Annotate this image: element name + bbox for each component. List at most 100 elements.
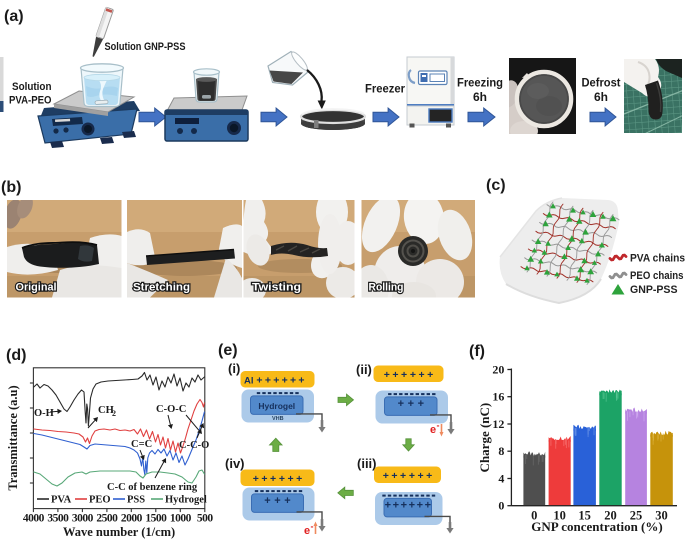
svg-text:25: 25 (630, 509, 643, 523)
svg-text:+: + (400, 470, 406, 482)
svg-text:3500: 3500 (47, 513, 69, 525)
svg-text:Al: Al (244, 376, 254, 387)
svg-text:+: + (274, 495, 280, 507)
svg-text:2000: 2000 (121, 513, 143, 525)
svg-text:+: + (419, 369, 425, 381)
svg-text:Transmittance (a.u): Transmittance (a.u) (6, 385, 20, 490)
svg-text:+: + (392, 369, 398, 381)
svg-text:+: + (385, 499, 391, 511)
svg-text:+: + (427, 369, 433, 381)
svg-text:+: + (398, 398, 404, 410)
svg-text:2500: 2500 (96, 513, 118, 525)
svg-text:Original: Original (16, 282, 57, 294)
svg-text:15: 15 (578, 509, 591, 523)
svg-text:(a): (a) (4, 8, 24, 25)
svg-text:1500: 1500 (145, 513, 167, 525)
svg-text:+: + (298, 375, 304, 387)
svg-text:12: 12 (492, 417, 504, 431)
svg-text:+: + (265, 375, 271, 387)
svg-text:GNP-PSS: GNP-PSS (630, 284, 678, 296)
svg-text:CH: CH (98, 405, 114, 416)
svg-text:+: + (284, 495, 290, 507)
svg-text:+: + (418, 398, 424, 410)
svg-text:Stretching: Stretching (133, 282, 190, 294)
svg-text:Solution: Solution (12, 81, 52, 93)
svg-text:O-H: O-H (34, 408, 54, 419)
svg-text:+: + (384, 369, 390, 381)
svg-text:-: - (437, 421, 440, 431)
svg-text:VHB: VHB (272, 416, 284, 422)
svg-text:0: 0 (531, 509, 537, 523)
svg-text:+: + (393, 499, 399, 511)
svg-text:+: + (425, 499, 431, 511)
svg-text:(iv): (iv) (225, 456, 245, 471)
svg-text:20: 20 (604, 509, 617, 523)
svg-text:GNP concentration (%): GNP concentration (%) (531, 519, 662, 534)
svg-text:4: 4 (498, 471, 504, 485)
svg-text:2: 2 (112, 409, 116, 418)
svg-text:+: + (261, 473, 267, 485)
svg-text:Freezing: Freezing (457, 76, 503, 90)
svg-text:+: + (409, 470, 415, 482)
svg-text:PVA-PEO: PVA-PEO (9, 95, 52, 107)
svg-text:10: 10 (553, 509, 566, 523)
svg-text:C-C-O: C-C-O (179, 440, 209, 451)
svg-text:+: + (401, 499, 407, 511)
svg-text:+: + (408, 398, 414, 410)
svg-text:(b): (b) (1, 179, 21, 196)
svg-text:+: + (401, 369, 407, 381)
svg-text:PVA chains: PVA chains (630, 253, 685, 265)
svg-text:Solution GNP-PSS: Solution GNP-PSS (105, 41, 186, 53)
svg-text:C=C: C=C (131, 439, 152, 450)
svg-text:PSS: PSS (127, 495, 145, 506)
svg-text:(c): (c) (486, 177, 506, 194)
svg-text:+: + (256, 375, 262, 387)
svg-text:3000: 3000 (72, 513, 94, 525)
svg-text:e: e (430, 424, 436, 436)
svg-text:+: + (264, 495, 270, 507)
svg-text:C-C of benzene ring: C-C of benzene ring (107, 482, 198, 493)
svg-text:PVA: PVA (51, 495, 72, 506)
svg-text:20: 20 (492, 363, 504, 377)
svg-text:(iii): (iii) (357, 456, 377, 471)
svg-text:Freezer: Freezer (365, 84, 406, 96)
svg-text:0: 0 (498, 499, 504, 513)
svg-text:+: + (253, 473, 259, 485)
svg-text:(f): (f) (469, 343, 485, 360)
svg-text:Rolling: Rolling (369, 282, 404, 294)
svg-text:+: + (279, 473, 285, 485)
svg-text:Defrost: Defrost (582, 76, 621, 90)
svg-text:C-O-C: C-O-C (156, 404, 186, 415)
svg-text:+: + (409, 499, 415, 511)
svg-text:6h: 6h (594, 90, 608, 104)
svg-text:+: + (383, 470, 389, 482)
svg-text:(e): (e) (218, 342, 238, 359)
svg-text:+: + (270, 473, 276, 485)
svg-text:4000: 4000 (23, 513, 45, 525)
svg-text:+: + (417, 499, 423, 511)
svg-text:+: + (410, 369, 416, 381)
svg-text:Wave number (1/cm): Wave number (1/cm) (63, 525, 175, 539)
svg-text:+: + (418, 470, 424, 482)
svg-text:Charge (nC): Charge (nC) (477, 403, 492, 473)
svg-text:(d): (d) (6, 347, 26, 364)
svg-text:(i): (i) (228, 361, 240, 376)
svg-text:+: + (282, 375, 288, 387)
svg-text:Hydrogel: Hydrogel (258, 401, 295, 411)
svg-text:+: + (426, 470, 432, 482)
svg-text:Twisting: Twisting (252, 282, 301, 294)
svg-text:+: + (391, 470, 397, 482)
svg-text:1000: 1000 (170, 513, 192, 525)
svg-text:16: 16 (492, 390, 504, 404)
svg-text:500: 500 (197, 513, 214, 525)
svg-text:Hydrogel: Hydrogel (165, 495, 207, 506)
svg-text:8: 8 (498, 444, 504, 458)
svg-text:+: + (296, 473, 302, 485)
svg-text:(ii): (ii) (356, 362, 372, 377)
svg-text:6h: 6h (473, 90, 487, 104)
svg-text:-: - (311, 522, 314, 532)
svg-text:e: e (304, 525, 310, 537)
svg-text:+: + (273, 375, 279, 387)
svg-text:+: + (288, 473, 294, 485)
svg-text:PEO: PEO (89, 495, 111, 506)
